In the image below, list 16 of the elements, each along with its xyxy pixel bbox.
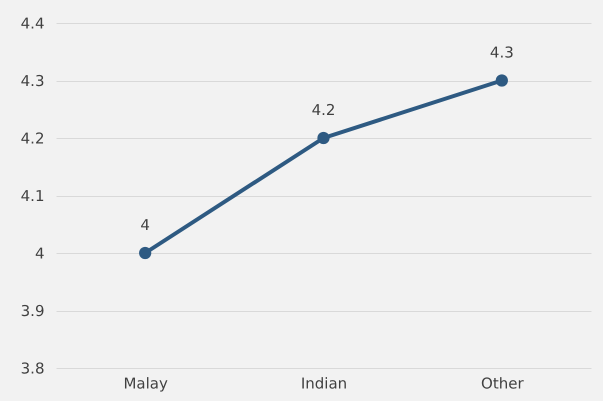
data-label: 4.2 [312,101,336,119]
y-tick-label: 3.8 [20,360,44,378]
x-tick-label: Malay [123,374,168,392]
y-tick-label: 4.3 [20,72,44,90]
y-tick-label: 4.4 [20,14,44,32]
y-tick-label: 3.9 [20,302,44,320]
y-tick-label: 4.1 [20,187,44,205]
x-tick-label: Indian [300,374,348,392]
point [317,132,330,144]
y-tick-label: 4 [34,244,44,262]
x-tick-label: Other [481,374,524,392]
y-tick-label: 4.2 [20,130,44,148]
point [139,246,152,260]
point [496,74,508,87]
data-label: 4.3 [490,44,514,62]
data-label: 4 [140,216,150,234]
